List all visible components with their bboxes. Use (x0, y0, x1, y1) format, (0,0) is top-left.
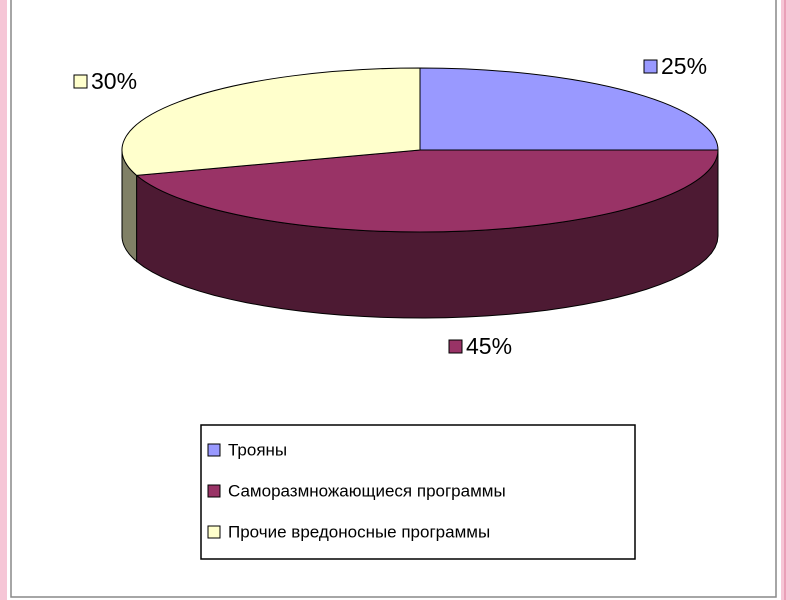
label-swatch (448, 339, 463, 354)
label-swatch (643, 59, 658, 74)
pie-slice (121, 67, 421, 176)
legend-swatch (207, 443, 221, 457)
pie-slice (419, 67, 719, 151)
pie-slice (135, 149, 719, 233)
legend: Трояны Саморазмножающиеся программы Прочие… (200, 424, 636, 560)
data-label: 25% (661, 53, 707, 79)
label-swatch (73, 74, 88, 89)
legend-label: Прочие вредоносные программы (228, 522, 490, 541)
legend-label: Трояны (228, 440, 287, 459)
data-label: 30% (91, 68, 137, 94)
legend-swatch (207, 484, 221, 498)
legend-label: Саморазмножающиеся программы (228, 481, 506, 500)
pie (121, 67, 719, 319)
page-border (781, 0, 800, 600)
page-border (0, 0, 7, 600)
legend-swatch (207, 525, 221, 539)
data-labels: 25% 45% 30% (73, 53, 707, 359)
data-label: 45% (466, 333, 512, 359)
legend-box (200, 424, 636, 560)
